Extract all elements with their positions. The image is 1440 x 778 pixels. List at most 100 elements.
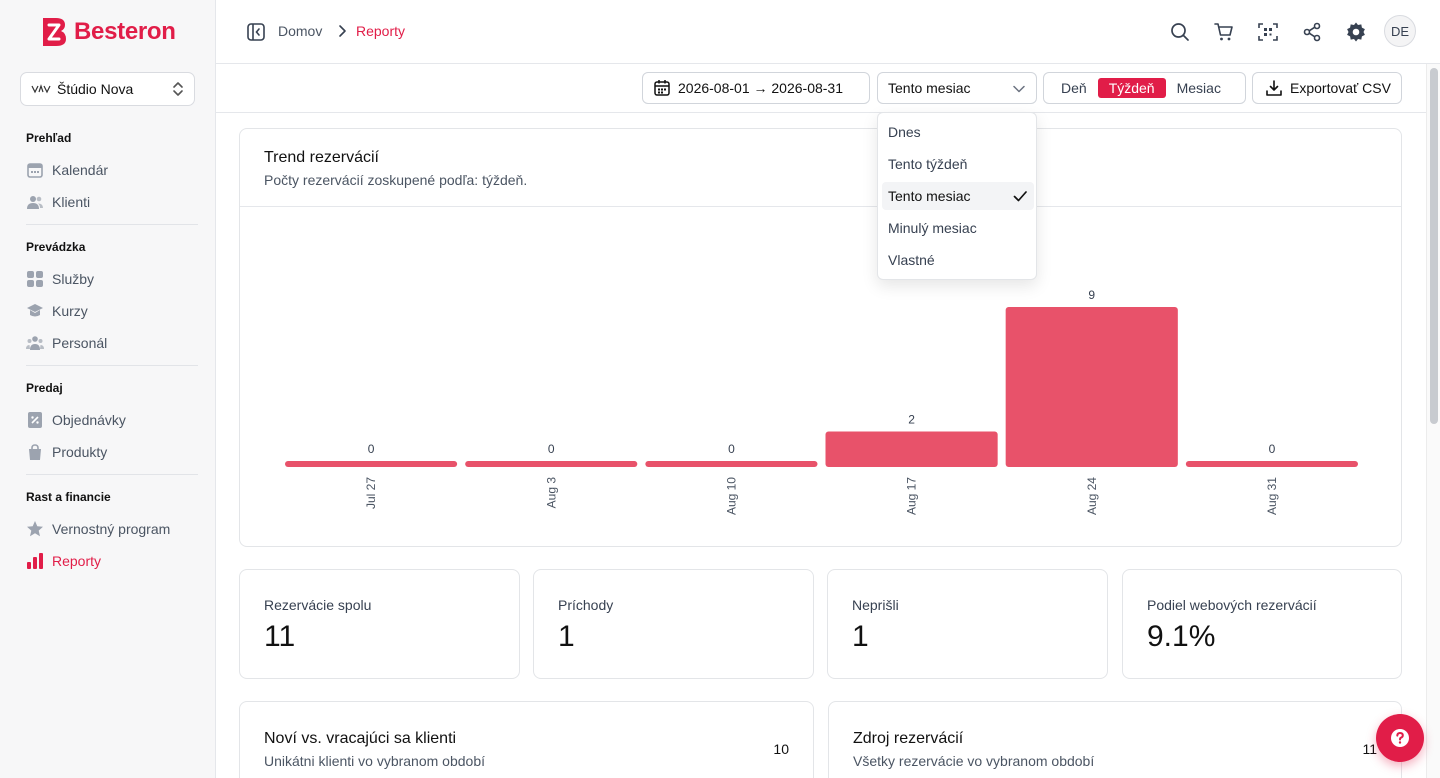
booking-trend-card: Trend rezervácií Počty rezervácií zoskup… — [239, 128, 1402, 547]
period-option-today[interactable]: Dnes — [888, 124, 921, 140]
booking-source-card: Zdroj rezervácií Všetky rezervácie vo vy… — [828, 701, 1402, 778]
bar-chart-icon — [27, 553, 43, 569]
gear-icon[interactable] — [1345, 21, 1367, 43]
export-label: Exportovať CSV — [1290, 80, 1391, 96]
sidebar-item-reports[interactable]: Reporty — [26, 550, 101, 572]
sidebar-item-label: Kalendár — [52, 162, 109, 178]
brand-logo[interactable]: Besteron — [40, 15, 176, 49]
metric-value: 1 — [852, 620, 869, 653]
help-icon — [1391, 729, 1409, 747]
scrollbar-thumb[interactable] — [1430, 68, 1438, 424]
qr-scan-icon[interactable] — [1257, 21, 1279, 43]
granularity-month[interactable]: Mesiac — [1176, 80, 1221, 96]
workspace-logo-icon — [31, 84, 51, 94]
period-select-value: Tento mesiac — [888, 80, 971, 96]
chart-data-label: 0 — [1269, 442, 1276, 456]
chart-x-tick-label: Aug 3 — [544, 477, 558, 509]
chart-x-tick-label: Aug 10 — [724, 477, 738, 515]
sidebar-item-label: Vernostný program — [52, 521, 171, 537]
share-icon[interactable] — [1301, 21, 1323, 43]
help-button[interactable] — [1376, 714, 1424, 762]
nav-section-title: Predaj — [26, 381, 63, 395]
sidebar-item-label: Klienti — [52, 194, 91, 210]
card-subtitle: Počty rezervácií zoskupené podľa: týždeň… — [264, 172, 528, 188]
sidebar: Besteron Štúdio Nova Prehľad Kalendár Kl… — [0, 0, 216, 778]
chart-x-tick-label: Aug 24 — [1085, 477, 1099, 515]
workspace-switcher[interactable]: Štúdio Nova — [20, 72, 195, 106]
metric-card-web-share: Podiel webových rezervácií 9.1% — [1122, 569, 1402, 679]
chart-bar[interactable] — [1005, 307, 1178, 467]
workspace-name: Štúdio Nova — [57, 81, 134, 97]
metric-value: 1 — [558, 620, 575, 653]
sidebar-item-courses[interactable]: Kurzy — [26, 300, 88, 322]
sidebar-item-staff[interactable]: Personál — [26, 332, 107, 354]
metric-label: Rezervácie spolu — [264, 597, 372, 613]
chevron-up-down-icon — [173, 82, 183, 96]
date-range-value: 2026-08-01 → 2026-08-31 — [678, 80, 844, 96]
date-range-picker[interactable]: 2026-08-01 → 2026-08-31 — [642, 72, 870, 104]
chart-bar[interactable] — [645, 461, 818, 467]
period-option-custom[interactable]: Vlastné — [888, 252, 935, 268]
card-count: 10 — [773, 741, 789, 757]
top-bar: Domov Reporty DE — [216, 0, 1440, 64]
export-csv-button[interactable]: Exportovať CSV — [1252, 72, 1402, 104]
period-select[interactable]: Tento mesiac — [877, 72, 1037, 104]
period-option-last-month[interactable]: Minulý mesiac — [888, 220, 977, 236]
chart-data-label: 0 — [728, 442, 735, 456]
graduation-cap-icon — [27, 304, 43, 317]
nav-section-title: Prehľad — [26, 131, 72, 145]
chart-bar[interactable] — [285, 461, 458, 467]
card-title: Noví vs. vracajúci sa klienti — [264, 730, 457, 747]
chart-x-tick-label: Aug 31 — [1265, 477, 1279, 515]
card-subtitle: Všetky rezervácie vo vybranom období — [853, 753, 1095, 769]
sidebar-item-products[interactable]: Produkty — [26, 441, 107, 463]
calendar-icon — [27, 163, 43, 178]
period-option-this-week[interactable]: Tento týždeň — [888, 156, 968, 172]
period-option-this-month[interactable]: Tento mesiac — [882, 182, 1034, 210]
sidebar-item-orders[interactable]: Objednávky — [26, 409, 126, 431]
search-icon[interactable] — [1169, 21, 1191, 43]
shopping-bag-icon — [29, 444, 41, 460]
granularity-day[interactable]: Deň — [1061, 80, 1087, 96]
metric-label: Príchody — [558, 597, 614, 613]
new-vs-returning-card: Noví vs. vracajúci sa klienti Unikátni k… — [239, 701, 814, 778]
sidebar-item-label: Produkty — [52, 444, 108, 460]
metric-label: Neprišli — [852, 597, 899, 613]
besteron-logo-icon — [43, 18, 66, 46]
metric-label: Podiel webových rezervácií — [1147, 597, 1317, 613]
grid-icon — [27, 271, 43, 287]
nav-divider — [26, 365, 198, 366]
cart-icon[interactable] — [1213, 21, 1235, 43]
sidebar-item-loyalty[interactable]: Vernostný program — [26, 518, 170, 540]
breadcrumb-home[interactable]: Domov — [278, 23, 323, 39]
sidebar-item-services[interactable]: Služby — [26, 268, 94, 290]
metric-card-arrivals: Príchody 1 — [533, 569, 814, 679]
chart-bar[interactable] — [465, 461, 638, 467]
metric-card-total: Rezervácie spolu 11 — [239, 569, 520, 679]
card-header: Trend rezervácií Počty rezervácií zoskup… — [240, 129, 1401, 207]
sidebar-item-label: Kurzy — [52, 303, 88, 319]
period-option-label: Tento mesiac — [888, 188, 971, 204]
page-scrollbar[interactable] — [1426, 64, 1440, 778]
nav-divider — [26, 474, 198, 475]
receipt-icon — [28, 412, 42, 428]
sidebar-item-label: Reporty — [52, 553, 102, 569]
toggle-sidebar-icon[interactable] — [246, 22, 266, 42]
chart-bar[interactable] — [825, 431, 998, 467]
download-icon — [1266, 80, 1282, 96]
sidebar-item-label: Služby — [52, 271, 95, 287]
chart-bar[interactable] — [1185, 461, 1358, 467]
sidebar-item-label: Personál — [52, 335, 108, 351]
granularity-week[interactable]: Týždeň — [1097, 78, 1166, 98]
card-subtitle: Unikátni klienti vo vybranom období — [264, 753, 486, 769]
metric-card-no-shows: Neprišli 1 — [827, 569, 1108, 679]
booking-trend-chart: 0 Jul 27 0 Aug 3 0 Aug 10 2 Aug 17 9 Aug 24 0 Aug 3… — [285, 288, 1358, 515]
card-title: Zdroj rezervácií — [853, 730, 964, 747]
chart-x-tick-label: Aug 17 — [905, 477, 919, 515]
sidebar-item-calendar[interactable]: Kalendár — [26, 159, 108, 181]
sidebar-item-clients[interactable]: Klienti — [26, 191, 90, 213]
nav-section-title: Rast a financie — [26, 490, 111, 504]
chart-data-label: 2 — [908, 412, 915, 426]
card-title: Trend rezervácií — [264, 149, 379, 166]
avatar[interactable]: DE — [1384, 15, 1416, 47]
